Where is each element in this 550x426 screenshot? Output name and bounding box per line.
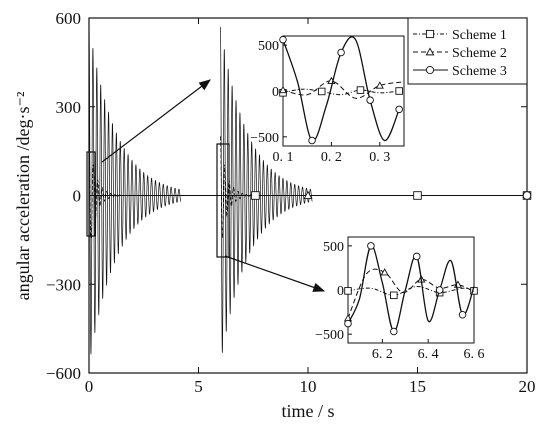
y-axis-title: angular acceleration /deg·s⁻²	[13, 92, 33, 301]
inset-series-3-marker	[435, 286, 444, 294]
inset-series-1	[347, 285, 475, 296]
inset-series-2	[347, 268, 475, 319]
inset-series-3-marker	[458, 310, 467, 319]
zoom-arrow-upper	[101, 79, 211, 163]
inset-series-3-marker	[390, 327, 398, 336]
inset-y-tick-label: 500	[258, 39, 279, 54]
x-tick-label: 20	[519, 377, 536, 396]
scheme-2-line-burst-2	[220, 136, 254, 239]
x-axis-title: time / s	[282, 401, 335, 421]
x-tick-label: 15	[409, 377, 426, 396]
inset-series-1	[282, 88, 400, 96]
inset-series-3-marker	[395, 105, 403, 114]
inset-y-tick-label: 500	[323, 240, 344, 255]
inset-series-3-marker	[366, 96, 374, 104]
inset-lower: 500 0 −500 6. 2 6. 4 6. 6	[315, 236, 485, 362]
x-tick-label: 0	[85, 377, 94, 396]
inset-series-1-marker	[395, 87, 403, 95]
inset-series-3-marker	[412, 252, 421, 261]
zoom-arrow-lower	[224, 255, 326, 292]
inset-y-tick-label: −500	[250, 131, 279, 146]
scheme-1-line-burst-2	[220, 26, 313, 354]
inset-y-tick-label: 0	[272, 85, 279, 100]
legend: Scheme 1 Scheme 2 Scheme 3	[407, 17, 528, 85]
main-axis: 0 5 10 15 20 600 300 0 −300 −600	[46, 9, 536, 396]
inset-series-1-marker	[356, 86, 365, 94]
inset-x-tick-label: 0. 2	[321, 150, 342, 165]
legend-label-1: Scheme 1	[452, 28, 507, 43]
inset-series-1-marker	[344, 287, 352, 295]
inset-x-tick-label: 0. 1	[273, 150, 294, 165]
scheme-1-marker	[413, 191, 422, 200]
legend-label-3: Scheme 3	[452, 64, 507, 79]
inset-y-tick-label: 0	[337, 284, 344, 299]
inset-series-1-marker	[390, 291, 398, 300]
inset-upper: 500 0 −500 0. 1 0. 2 0. 3	[250, 35, 405, 165]
x-tick-label: 5	[194, 377, 203, 396]
inset-series-2	[282, 80, 405, 99]
y-tick-label: 0	[73, 187, 82, 206]
scheme-3-marker	[522, 191, 532, 200]
inset-x-tick-label: 6. 2	[372, 347, 393, 362]
inset-x-tick-label: 0. 3	[369, 150, 390, 165]
inset-series-3-marker	[337, 48, 345, 57]
inset-x-tick-label: 6. 4	[418, 347, 439, 362]
inset-series-3-marker	[344, 319, 352, 328]
y-tick-label: −300	[46, 275, 81, 294]
scheme-2-marker	[303, 190, 313, 199]
legend-marker-2	[425, 47, 435, 56]
main-markers	[251, 190, 532, 200]
y-tick-label: 300	[56, 98, 82, 117]
scheme-1-line-burst-1	[88, 25, 182, 355]
legend-marker-3	[425, 65, 435, 75]
inset-series-3-marker	[367, 242, 375, 250]
inset-series-2-marker	[278, 85, 288, 94]
legend-label-2: Scheme 2	[452, 46, 507, 61]
inset-series-3-marker	[279, 35, 287, 44]
zoom-box-upper	[86, 151, 96, 237]
inset-series-1-marker	[317, 87, 326, 96]
y-tick-label: 600	[56, 9, 82, 28]
inset-series-2-marker	[380, 268, 389, 276]
legend-marker-1	[425, 29, 435, 39]
x-tick-label: 10	[300, 377, 317, 396]
y-tick-label: −600	[46, 364, 81, 383]
zoom-box-lower	[216, 143, 230, 258]
inset-y-tick-label: −500	[315, 328, 344, 343]
inset-series-3-marker	[308, 136, 316, 145]
inset-series-2-marker	[375, 81, 384, 89]
scheme-1-marker	[251, 191, 260, 200]
inset-x-tick-label: 6. 6	[464, 347, 485, 362]
